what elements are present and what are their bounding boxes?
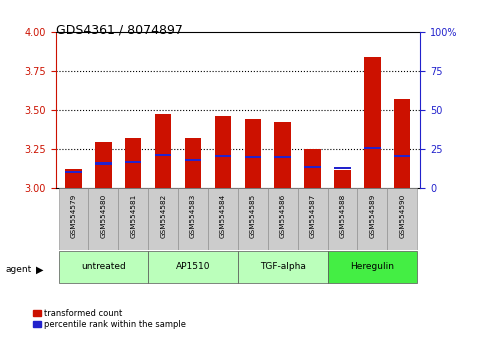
Text: GDS4361 / 8074897: GDS4361 / 8074897 <box>56 23 183 36</box>
Bar <box>58 188 88 250</box>
Bar <box>298 188 327 250</box>
Bar <box>185 138 201 188</box>
Text: GSM554582: GSM554582 <box>160 193 166 238</box>
Bar <box>274 156 291 158</box>
Bar <box>334 171 351 188</box>
Bar <box>148 251 238 283</box>
Bar <box>304 149 321 188</box>
Bar <box>125 138 142 188</box>
Bar <box>357 188 387 250</box>
Bar <box>208 188 238 250</box>
Text: GSM554585: GSM554585 <box>250 193 256 238</box>
Bar <box>155 154 171 156</box>
Text: GSM554587: GSM554587 <box>310 193 315 238</box>
Bar <box>65 171 82 173</box>
Text: untreated: untreated <box>81 262 126 271</box>
Text: GSM554583: GSM554583 <box>190 193 196 238</box>
Bar <box>274 122 291 188</box>
Text: TGF-alpha: TGF-alpha <box>260 262 306 271</box>
Bar <box>364 147 381 149</box>
Text: GSM554580: GSM554580 <box>100 193 106 238</box>
Bar <box>215 155 231 157</box>
Bar <box>118 188 148 250</box>
Bar <box>178 188 208 250</box>
Text: GSM554589: GSM554589 <box>369 193 375 238</box>
Bar <box>185 159 201 161</box>
Bar <box>125 161 142 163</box>
Text: GSM554590: GSM554590 <box>399 193 405 238</box>
Text: GSM554586: GSM554586 <box>280 193 286 238</box>
Text: GSM554588: GSM554588 <box>340 193 345 238</box>
Bar <box>65 169 82 188</box>
Text: GSM554581: GSM554581 <box>130 193 136 238</box>
Bar <box>238 188 268 250</box>
Bar <box>58 251 148 283</box>
Bar <box>394 99 411 188</box>
Bar <box>364 57 381 188</box>
Bar <box>334 167 351 169</box>
Bar <box>148 188 178 250</box>
Text: AP1510: AP1510 <box>176 262 210 271</box>
Text: agent: agent <box>6 264 32 274</box>
Bar <box>327 251 417 283</box>
Legend: transformed count, percentile rank within the sample: transformed count, percentile rank withi… <box>33 309 186 329</box>
Bar <box>244 119 261 188</box>
Bar <box>215 116 231 188</box>
Text: Heregulin: Heregulin <box>350 262 395 271</box>
Bar <box>95 162 112 165</box>
Bar <box>387 188 417 250</box>
Bar <box>95 142 112 188</box>
Bar <box>327 188 357 250</box>
Bar <box>155 114 171 188</box>
Bar <box>268 188 298 250</box>
Text: ▶: ▶ <box>36 265 44 275</box>
Bar <box>304 166 321 169</box>
Text: GSM554584: GSM554584 <box>220 193 226 238</box>
Bar <box>244 156 261 158</box>
Bar <box>394 155 411 157</box>
Bar <box>238 251 327 283</box>
Bar <box>88 188 118 250</box>
Text: GSM554579: GSM554579 <box>71 193 76 238</box>
